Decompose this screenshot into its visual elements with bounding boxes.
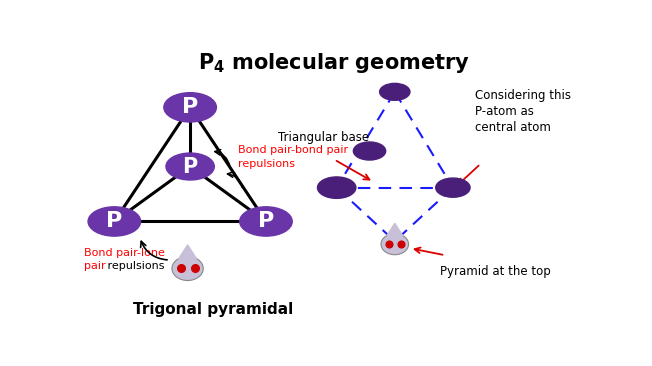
Text: P: P (106, 212, 123, 231)
Circle shape (88, 207, 141, 236)
Text: Trigonal pyramidal: Trigonal pyramidal (133, 302, 293, 317)
Circle shape (164, 93, 216, 122)
Circle shape (318, 177, 356, 198)
Ellipse shape (381, 234, 409, 255)
Text: pair: pair (84, 261, 106, 271)
Circle shape (240, 207, 292, 236)
Text: P: P (258, 212, 274, 231)
Circle shape (166, 153, 215, 180)
Text: P: P (183, 157, 198, 176)
Text: $\mathbf{P_4}$ molecular geometry: $\mathbf{P_4}$ molecular geometry (198, 51, 470, 75)
Text: repulsions: repulsions (104, 261, 165, 271)
Text: Bond pair-lone: Bond pair-lone (84, 248, 165, 270)
Circle shape (379, 83, 410, 100)
Circle shape (436, 178, 470, 197)
Text: Considering this
P-atom as
central atom: Considering this P-atom as central atom (475, 89, 570, 134)
Ellipse shape (172, 257, 203, 280)
Polygon shape (179, 245, 197, 259)
Text: Pyramid at the top: Pyramid at the top (440, 265, 551, 278)
Polygon shape (387, 223, 403, 236)
Text: Bond pair-bond pair
repulsions: Bond pair-bond pair repulsions (238, 145, 348, 169)
Text: Triangular base: Triangular base (278, 131, 368, 144)
Circle shape (353, 142, 386, 160)
Text: P: P (182, 97, 198, 117)
